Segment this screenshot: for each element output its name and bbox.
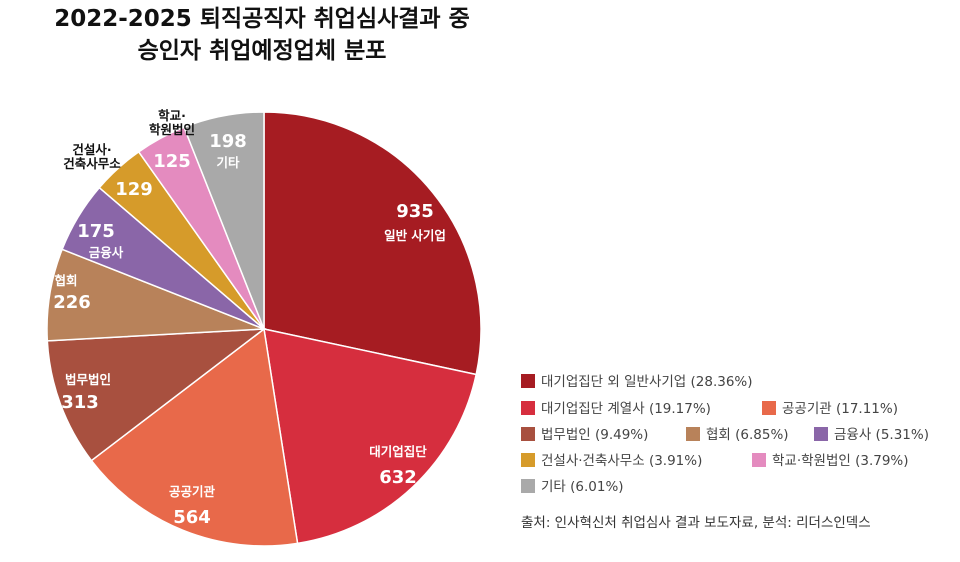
legend-swatch — [521, 453, 535, 467]
slice-label-box: 일반 사기업 — [384, 227, 446, 243]
value-label: 175 — [77, 220, 115, 242]
value-label: 125 — [153, 150, 191, 172]
value-label-box: 175 — [77, 220, 115, 242]
slice-label-box: 공공기관 — [168, 483, 215, 499]
legend-swatch — [686, 427, 700, 441]
value-label-box: 564 — [173, 506, 211, 528]
value-label: 198 — [209, 130, 247, 152]
value-label: 564 — [173, 506, 211, 528]
value-label-box: 632 — [379, 466, 417, 488]
value-label: 129 — [115, 178, 153, 200]
slice-label-box: 대기업집단 — [369, 443, 427, 459]
pie-slice — [183, 111, 265, 330]
slice-label: 공공기관 — [168, 483, 215, 499]
chart-title: 승인자 취업예정업체 분포 — [138, 38, 387, 64]
legend-label: 대기업집단 계열사 (19.17%) — [541, 401, 711, 417]
slice-label: 건설사· 건축사무소 — [63, 141, 121, 171]
legend-label: 건설사·건축사무소 (3.91%) — [541, 453, 702, 469]
slice-label-box: 협회 — [54, 272, 78, 288]
chart-title: 2022-2025 퇴직공직자 취업심사결과 중 — [54, 6, 470, 32]
pie-slice — [46, 328, 267, 462]
legend-label: 법무법인 (9.49%) — [541, 427, 648, 443]
slice-label: 대기업집단 — [369, 443, 427, 459]
pie-slice — [263, 328, 478, 545]
legend-swatch — [521, 374, 535, 388]
legend-label: 공공기관 (17.11%) — [782, 401, 898, 417]
slice-label: 협회 — [54, 272, 78, 288]
slice-label: 일반 사기업 — [384, 227, 446, 243]
slice-label: 금융사 — [88, 244, 124, 260]
legend-swatch — [762, 401, 776, 415]
slice-label-box: 학교· 학원법인 — [148, 107, 195, 137]
value-label-box: 198 — [209, 130, 247, 152]
value-label-box: 935 — [396, 200, 434, 222]
value-label: 313 — [61, 391, 99, 413]
slice-label: 기타 — [216, 154, 240, 170]
slice-label-box: 금융사 — [88, 244, 124, 260]
legend-label: 협회 (6.85%) — [706, 427, 789, 443]
value-label-box: 125 — [153, 150, 191, 172]
legend-swatch — [521, 401, 535, 415]
slice-label: 법무법인 — [64, 371, 111, 387]
value-label: 632 — [379, 466, 417, 488]
slice-label-box: 법무법인 — [64, 371, 111, 387]
value-label-box: 226 — [53, 291, 91, 313]
source-note: 출처: 인사혁신처 취업심사 결과 보도자료, 분석: 리더스인덱스 — [521, 515, 871, 531]
legend-label: 기타 (6.01%) — [541, 479, 624, 495]
legend-label: 금융사 (5.31%) — [834, 427, 929, 443]
slice-label-box: 기타 — [216, 154, 240, 170]
pie-slice — [263, 111, 482, 376]
legend-swatch — [521, 479, 535, 493]
legend-swatch — [814, 427, 828, 441]
legend-swatch — [752, 453, 766, 467]
legend-swatch — [521, 427, 535, 441]
slice-label-box: 건설사· 건축사무소 — [63, 141, 121, 171]
pie-slice — [90, 327, 299, 547]
value-label-box: 313 — [61, 391, 99, 413]
slice-label: 학교· 학원법인 — [148, 107, 195, 137]
legend-label: 학교·학원법인 (3.79%) — [772, 453, 909, 469]
value-label: 226 — [53, 291, 91, 313]
legend-label: 대기업집단 외 일반사기업 (28.36%) — [541, 374, 753, 390]
value-label: 935 — [396, 200, 434, 222]
value-label-box: 129 — [115, 178, 153, 200]
